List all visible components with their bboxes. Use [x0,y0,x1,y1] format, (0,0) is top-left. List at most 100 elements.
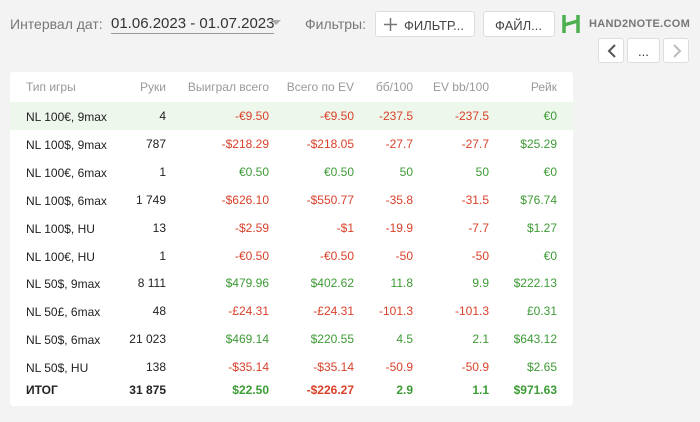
table-cell: -27.7 [385,136,413,151]
more-button-text: ... [638,44,649,59]
table-cell: 8 111 [137,276,166,291]
table-cell: -35.8 [385,192,413,207]
table-cell: -$218.29 [221,136,269,151]
column-header: Выиграл всего [187,80,269,94]
table-cell: -$218.05 [306,136,354,151]
logo-icon [562,15,580,33]
table-cell: 13 [152,220,166,235]
table-cell: -237.5 [454,109,489,123]
total-cell: ИТОГ [26,383,58,397]
prev-button[interactable] [598,38,624,63]
table-cell: $1.27 [526,220,557,235]
table-cell: -$35.14 [228,360,269,375]
filter-button-text: ФИЛЬТР... [404,18,464,33]
table-cell: $220.55 [310,332,354,347]
table-cell: -€0.50 [234,248,269,263]
table-cell: 138 [145,360,166,375]
table-cell: -19.9 [385,220,413,235]
table-cell: -$2.59 [234,220,269,235]
table-cell: -$626.10 [221,192,269,207]
table-cell: €0 [543,248,557,263]
table-cell: -237.5 [378,109,413,123]
table-cell: -€0.50 [319,248,354,263]
table-cell: -50 [395,248,413,263]
table-cell: €0.50 [323,164,354,179]
file-button[interactable]: ФАЙЛ... [483,11,555,37]
table-cell: 787 [145,136,166,151]
total-cell: 2.9 [396,383,413,397]
column-header: Всего по EV [286,80,354,94]
game-type: NL 100$, HU [26,221,95,236]
table-cell: -$35.14 [313,360,354,375]
column-header: Тип игры [26,80,76,94]
date-range[interactable]: 01.06.2023 - 01.07.2023 [111,15,275,34]
table-cell: 11.8 [390,276,413,291]
table-cell: €0 [543,164,557,179]
table-cell: -€9.50 [319,109,354,123]
table-cell: 1 [159,248,166,263]
table-cell: $222.13 [513,276,557,291]
table-cell: -50 [471,248,489,263]
column-header: EV bb/100 [432,80,489,94]
more-button[interactable]: ... [627,38,660,63]
table-cell: 21 023 [129,332,166,347]
date-label: Интервал дат: [10,16,103,32]
plus-icon [384,18,397,31]
table-cell: -27.7 [461,136,489,151]
table-cell: -$1 [336,220,354,235]
game-type: NL 50$, 6max [26,333,101,348]
column-header: бб/100 [375,80,413,94]
table-cell: -£24.31 [228,304,269,319]
table-cell: €0 [543,109,557,123]
table-cell: 4 [159,109,166,123]
table-cell: 1 749 [135,192,166,207]
table-cell: 50 [399,164,413,179]
table-cell: -31.5 [461,192,489,207]
filters-label: Фильтры: [305,16,366,32]
table-cell: -$550.77 [306,192,354,207]
game-type: NL 50£, 6max [26,305,101,320]
table-cell: $479.96 [225,276,269,291]
file-button-text: ФАЙЛ... [495,18,542,33]
filter-button[interactable]: ФИЛЬТР... [375,11,475,37]
game-type: NL 100€, 6max [26,165,107,180]
column-header: Руки [140,80,166,94]
table-cell: 48 [152,304,166,319]
table-cell: -£24.31 [313,304,354,319]
table-cell: -101.3 [454,304,489,319]
game-type: NL 50$, HU [26,361,89,376]
table-cell: -101.3 [378,304,413,319]
table-cell: $2.65 [526,360,557,375]
table-cell: 1 [159,164,166,179]
total-cell: 31 875 [129,383,166,397]
table-cell: $643.12 [513,332,557,347]
game-type: NL 100€, 9max [26,110,107,124]
table-cell: -€9.50 [234,109,269,123]
table-cell: $76.74 [520,192,557,207]
table-cell: 4.5 [396,332,413,347]
game-type: NL 100€, HU [26,249,95,264]
table-cell: €0.50 [238,164,269,179]
game-type: NL 50$, 9max [26,277,101,292]
total-cell: $22.50 [232,383,269,397]
table-cell: 9.9 [472,276,489,291]
row-highlight [10,102,573,130]
table-cell: $25.29 [520,136,557,151]
total-cell: -$226.27 [306,383,354,397]
total-cell: $971.63 [513,383,557,397]
next-button[interactable] [663,38,689,63]
stats-table: Тип игры Руки Выиграл всего Всего по EV бб/1… [10,72,573,406]
table-cell: $402.62 [310,276,354,291]
table-cell: $469.14 [225,332,269,347]
table-cell: -7.7 [468,220,489,235]
game-type: NL 100$, 6max [26,193,107,208]
table-cell: -50.9 [385,360,413,375]
table-cell: 2.1 [472,332,489,347]
dropdown-caret[interactable] [270,19,282,27]
logo-text: HAND2NOTE.COM [589,18,691,30]
table-cell: £0.31 [526,304,557,319]
column-header: Рейк [530,80,557,94]
game-type: NL 100$, 9max [26,137,107,152]
total-cell: 1.1 [472,383,489,397]
